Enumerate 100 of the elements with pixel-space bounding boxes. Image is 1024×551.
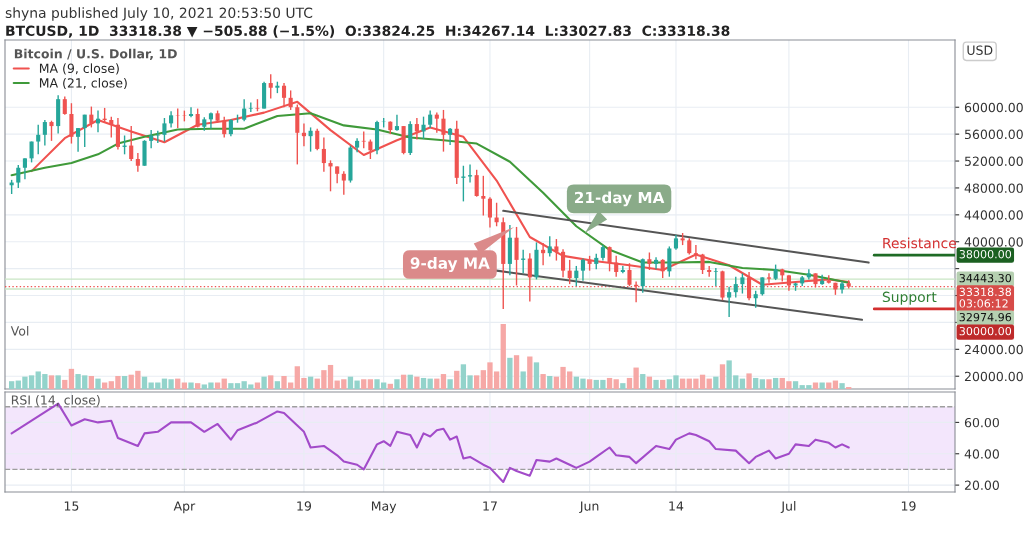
bar <box>839 383 845 389</box>
bar <box>613 379 619 389</box>
bar <box>48 375 55 389</box>
bar <box>679 378 686 389</box>
bar <box>175 378 181 389</box>
chart-title: RSI (14, close) <box>11 395 100 407</box>
candlestick <box>115 117 120 151</box>
candlestick <box>514 226 519 287</box>
bar <box>55 375 61 389</box>
candlestick <box>713 267 718 287</box>
candlestick <box>76 127 81 153</box>
x-tick-label: 17 <box>483 501 497 511</box>
candlestick <box>394 113 400 132</box>
bar <box>62 379 68 389</box>
y-tick-label: 56000.00 <box>964 129 1023 140</box>
candlestick <box>149 129 154 149</box>
bar <box>547 376 553 389</box>
ref-line-label: 32974.96 <box>959 312 1012 322</box>
candlestick <box>481 175 486 217</box>
legend-label: MA (9, close) <box>39 63 119 75</box>
candlestick <box>547 235 552 258</box>
candlestick <box>574 265 579 287</box>
candlestick <box>16 164 21 189</box>
candlestick <box>22 157 27 180</box>
bar <box>427 378 433 389</box>
bar <box>713 376 719 389</box>
bar <box>620 383 626 389</box>
bar <box>766 379 772 389</box>
candlestick <box>660 258 665 279</box>
x-tick-label: Jun <box>579 501 599 514</box>
candlestick <box>328 159 333 192</box>
bar <box>188 382 194 389</box>
candlestick <box>667 245 672 278</box>
candlestick <box>760 276 765 297</box>
bar <box>400 374 407 389</box>
candlestick <box>49 119 54 142</box>
bar <box>507 357 513 389</box>
candlestick <box>242 98 247 123</box>
candlestick <box>448 127 453 146</box>
candlestick <box>321 136 326 173</box>
candlestick <box>487 196 493 229</box>
bar <box>274 381 281 389</box>
candlestick <box>135 152 140 173</box>
bar <box>540 374 546 389</box>
y-tick-label: 44000.00 <box>964 210 1023 220</box>
candlestick <box>441 109 446 153</box>
bar <box>261 376 267 389</box>
bar <box>812 382 819 389</box>
x-tick-label: 19 <box>297 501 312 511</box>
candlestick <box>434 111 439 134</box>
bar <box>746 373 752 389</box>
bar <box>513 355 520 389</box>
bar <box>307 376 314 389</box>
candlestick <box>129 125 134 162</box>
candlestick <box>308 126 313 153</box>
bar <box>706 378 712 389</box>
y-tick-label: 48000.00 <box>964 183 1023 193</box>
ref-line-label: 33318.38 03:06:12 <box>959 287 1012 308</box>
candlestick <box>421 115 426 140</box>
candlestick <box>268 73 273 100</box>
chart-title: shyna published July 10, 2021 20:53:50 UTC <box>5 7 313 21</box>
bar <box>361 379 367 389</box>
y-tick-label: 20000.00 <box>964 371 1023 382</box>
bar <box>434 378 440 389</box>
bar <box>181 382 188 389</box>
bar <box>95 378 101 389</box>
bar <box>792 381 799 389</box>
bar <box>221 378 227 389</box>
candlestick <box>42 119 47 147</box>
bar <box>826 382 832 389</box>
y-tick-label: 24000.00 <box>964 344 1023 355</box>
bar <box>772 377 779 389</box>
candlestick <box>474 169 479 198</box>
x-tick-label: Jul <box>780 501 796 514</box>
bar <box>68 368 75 389</box>
annotation: 21-day MA <box>574 191 665 207</box>
bar <box>407 374 413 389</box>
x-tick-label: 14 <box>669 501 684 511</box>
y-tick-label: 60.00 <box>964 417 999 428</box>
ref-line-label: 38000.00 <box>959 250 1012 259</box>
candlestick <box>580 257 586 282</box>
candlestick <box>733 276 738 299</box>
candlestick <box>109 115 114 139</box>
bar <box>533 362 540 389</box>
bar <box>646 376 653 389</box>
candlestick <box>341 170 346 196</box>
bar <box>527 356 533 389</box>
candlestick <box>700 253 705 275</box>
bar <box>121 376 128 389</box>
bar <box>88 376 95 389</box>
bar <box>753 377 759 389</box>
legend-label: MA (21, close) <box>39 77 127 90</box>
candlestick <box>62 95 67 116</box>
y-axis-title: USD <box>967 45 993 55</box>
candlestick <box>614 255 619 278</box>
candlestick <box>560 248 566 279</box>
y-tick-label: 52000.00 <box>964 156 1023 166</box>
bar <box>520 371 526 389</box>
bar <box>367 379 374 389</box>
candlestick <box>567 259 572 285</box>
